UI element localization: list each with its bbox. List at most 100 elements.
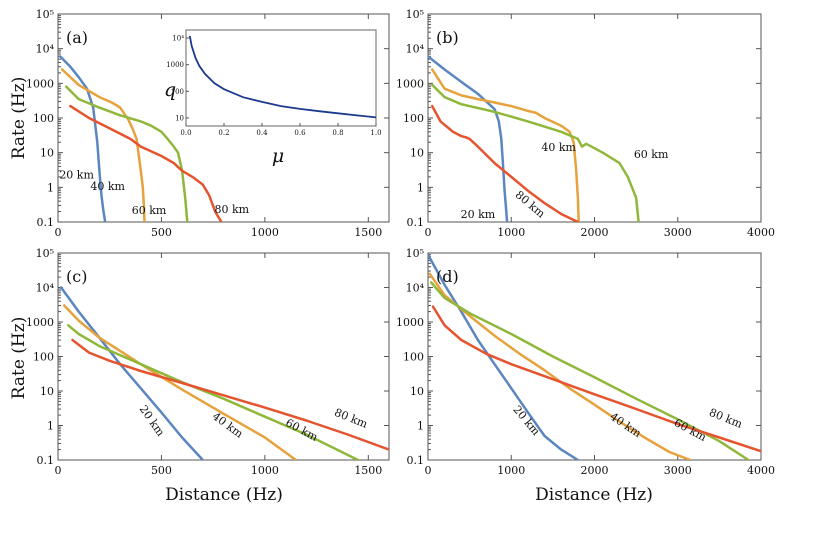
panel-b: 0.1 1 10 100 1000 10⁴ 10⁵ 0 1000 2000 3000 4000 20 k…	[396, 8, 775, 239]
curve-label-80km: 80 km	[333, 406, 370, 431]
y-tick-label: 10⁴	[36, 282, 55, 295]
y-tick-label: 1	[417, 181, 424, 194]
inset-y-tick-label: 100	[171, 88, 184, 96]
panel-b-frame	[427, 13, 762, 223]
curve-label-60km: 60 km	[672, 416, 709, 444]
y-tick-label: 1	[47, 420, 54, 433]
y-tick-label: 0.1	[407, 454, 425, 467]
y-tick-label: 1	[47, 181, 54, 194]
y-tick-label: 0.1	[37, 216, 55, 229]
x-tick-label: 1000	[251, 226, 279, 239]
y-tick-label: 10	[410, 147, 424, 160]
inset-x-tick-label: 0.2	[218, 129, 229, 137]
inset-x-tick-label: 1.0	[370, 129, 381, 137]
series-line-40km	[430, 68, 580, 222]
x-tick-label: 3000	[664, 464, 692, 477]
distance-axis-label-right: Distance (Hz)	[535, 485, 653, 505]
series-line-80km	[71, 338, 389, 451]
panel-tag-d: (d)	[436, 267, 459, 286]
y-tick-label: 100	[403, 112, 424, 125]
y-tick-label: 1000	[396, 77, 424, 90]
series-line-60km	[430, 83, 640, 222]
curve-label-20km: 20 km	[59, 168, 94, 181]
x-tick-label: 4000	[747, 226, 775, 239]
x-tick-label: 2000	[581, 226, 609, 239]
y-tick-label: 1000	[26, 316, 54, 329]
panel-tag-b: (b)	[436, 28, 459, 47]
y-tick-label: 0.1	[407, 216, 425, 229]
x-tick-label: 1000	[251, 464, 279, 477]
series-line-40km	[60, 68, 146, 222]
panel-tag-a: (a)	[66, 28, 88, 47]
inset-plot: 10 100 1000 10⁴ 0.0 0.2 0.4 0.6 0.8 1.0 q μ	[164, 29, 382, 167]
y-tick-label: 10⁴	[406, 282, 425, 295]
x-tick-label: 3000	[664, 226, 692, 239]
series-line-40km	[428, 272, 692, 460]
y-tick-label: 100	[33, 112, 54, 125]
curve-label-40km: 40 km	[90, 180, 125, 193]
inset-x-tick-label: 0.6	[294, 129, 306, 137]
x-tick-label: 4000	[747, 464, 775, 477]
curve-label-40km: 40 km	[210, 410, 246, 441]
x-tick-label: 1500	[354, 226, 382, 239]
rate-axis-label-bottom: Rate (Hz)	[9, 317, 29, 400]
panel-d-frame	[427, 252, 762, 461]
y-tick-label: 10⁵	[36, 247, 54, 260]
y-tick-label: 1000	[26, 77, 54, 90]
x-tick-label: 0	[425, 464, 432, 477]
inset-x-tick-label: 0.0	[180, 129, 191, 137]
x-tick-label: 1000	[497, 464, 525, 477]
panel-c: 0.1 1 10 100 1000 10⁴ 10⁵ 0 500 1000 1500 20 km 40 k…	[26, 247, 390, 477]
x-tick-label: 500	[151, 464, 172, 477]
series-line-80km	[69, 104, 223, 222]
series-line-80km	[431, 305, 761, 453]
x-tick-label: 500	[151, 226, 172, 239]
y-tick-label: 0.1	[37, 454, 55, 467]
rate-axis-label-top: Rate (Hz)	[9, 77, 29, 160]
distance-axis-label-left: Distance (Hz)	[165, 485, 283, 505]
y-tick-label: 10⁴	[36, 43, 55, 56]
y-tick-label: 10⁴	[406, 43, 425, 56]
curve-label-20km: 20 km	[461, 208, 496, 221]
curve-label-80km: 80 km	[707, 406, 744, 431]
inset-y-tick-label: 10⁴	[172, 35, 184, 43]
x-tick-label: 0	[425, 226, 432, 239]
curve-label-40km: 40 km	[541, 141, 576, 154]
y-tick-label: 1	[417, 420, 424, 433]
inset-xlabel: μ	[272, 145, 284, 167]
series-line-20km	[59, 286, 205, 460]
y-tick-label: 10	[40, 147, 54, 160]
series-line-80km	[430, 104, 580, 222]
curve-label-60km: 60 km	[132, 204, 167, 217]
inset-x-tick-label: 0.4	[256, 129, 268, 137]
series-line-20km	[58, 55, 107, 222]
series-line-20km	[428, 253, 580, 460]
curve-label-40km: 40 km	[608, 410, 644, 440]
x-tick-label: 2000	[581, 464, 609, 477]
panel-tag-c: (c)	[66, 267, 87, 286]
inset-series-line	[188, 35, 377, 119]
y-tick-label: 10	[40, 385, 54, 398]
inset-frame	[185, 29, 377, 127]
inset-y-tick-label: 1000	[166, 61, 184, 69]
series-line-60km	[65, 85, 189, 222]
y-tick-label: 100	[33, 351, 54, 364]
series-line-20km	[428, 55, 509, 222]
curve-label-20km: 20 km	[137, 403, 168, 439]
x-tick-label: 0	[55, 464, 62, 477]
x-tick-label: 1500	[354, 464, 382, 477]
y-tick-label: 10⁵	[406, 247, 424, 260]
y-tick-label: 1000	[396, 316, 424, 329]
y-tick-label: 10⁵	[36, 8, 54, 21]
x-tick-label: 0	[55, 226, 62, 239]
inset-ylabel: q	[164, 79, 176, 101]
x-tick-label: 1000	[497, 226, 525, 239]
inset-y-tick-label: 10	[175, 114, 184, 122]
inset-x-tick-label: 0.8	[332, 129, 343, 137]
y-tick-label: 100	[403, 351, 424, 364]
curve-label-80km: 80 km	[214, 203, 249, 216]
curve-label-60km: 60 km	[634, 148, 669, 161]
